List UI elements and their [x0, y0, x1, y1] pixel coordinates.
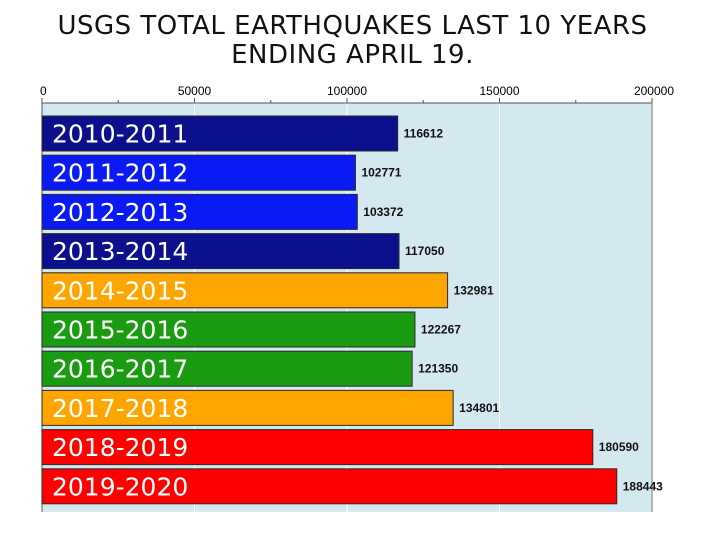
- bar: [41, 193, 358, 230]
- bar-category-label: 2014-2015: [52, 276, 188, 305]
- x-tick-label: 0: [40, 84, 47, 98]
- bar-category-label: 2017-2018: [52, 394, 188, 423]
- bar-value-label: 132981: [454, 283, 494, 297]
- bar: [41, 233, 400, 270]
- bar: [41, 350, 413, 387]
- bar-category-label: 2012-2013: [52, 198, 188, 227]
- bar-value-label: 188443: [623, 479, 663, 493]
- bar-value-label: 180590: [599, 440, 639, 454]
- bar: [41, 272, 449, 309]
- bar-value-label: 134801: [459, 401, 499, 415]
- chart-title: USGS TOTAL EARTHQUAKES LAST 10 YEARS END…: [0, 12, 705, 70]
- x-tick-label: 50000: [178, 84, 212, 98]
- bar-category-label: 2013-2014: [52, 237, 188, 266]
- bar-category-label: 2011-2012: [52, 159, 188, 188]
- bar-value-label: 102771: [361, 166, 401, 180]
- bar: [41, 389, 454, 426]
- x-tick-label: 100000: [327, 84, 367, 98]
- bar: [41, 311, 416, 348]
- bar: [41, 115, 399, 152]
- bar: [41, 468, 618, 505]
- bar-value-label: 116612: [404, 127, 444, 141]
- bar-category-label: 2019-2020: [52, 472, 188, 501]
- bar-value-label: 103372: [363, 205, 403, 219]
- bar: [41, 154, 356, 191]
- x-tick-label: 200000: [634, 84, 674, 98]
- bar-value-label: 121350: [418, 362, 458, 376]
- bar-category-label: 2016-2017: [52, 355, 188, 384]
- chart-title-line-1: USGS TOTAL EARTHQUAKES LAST 10 YEARS: [57, 11, 648, 41]
- bar-value-label: 117050: [405, 244, 445, 258]
- bar-category-label: 2018-2019: [52, 433, 188, 462]
- chart-title-line-2: ENDING APRIL 19.: [231, 40, 474, 70]
- bar-value-label: 122267: [421, 323, 461, 337]
- bar-category-label: 2015-2016: [52, 316, 188, 345]
- x-tick-label: 150000: [479, 84, 519, 98]
- bar: [41, 429, 594, 466]
- bar-category-label: 2010-2011: [52, 120, 188, 149]
